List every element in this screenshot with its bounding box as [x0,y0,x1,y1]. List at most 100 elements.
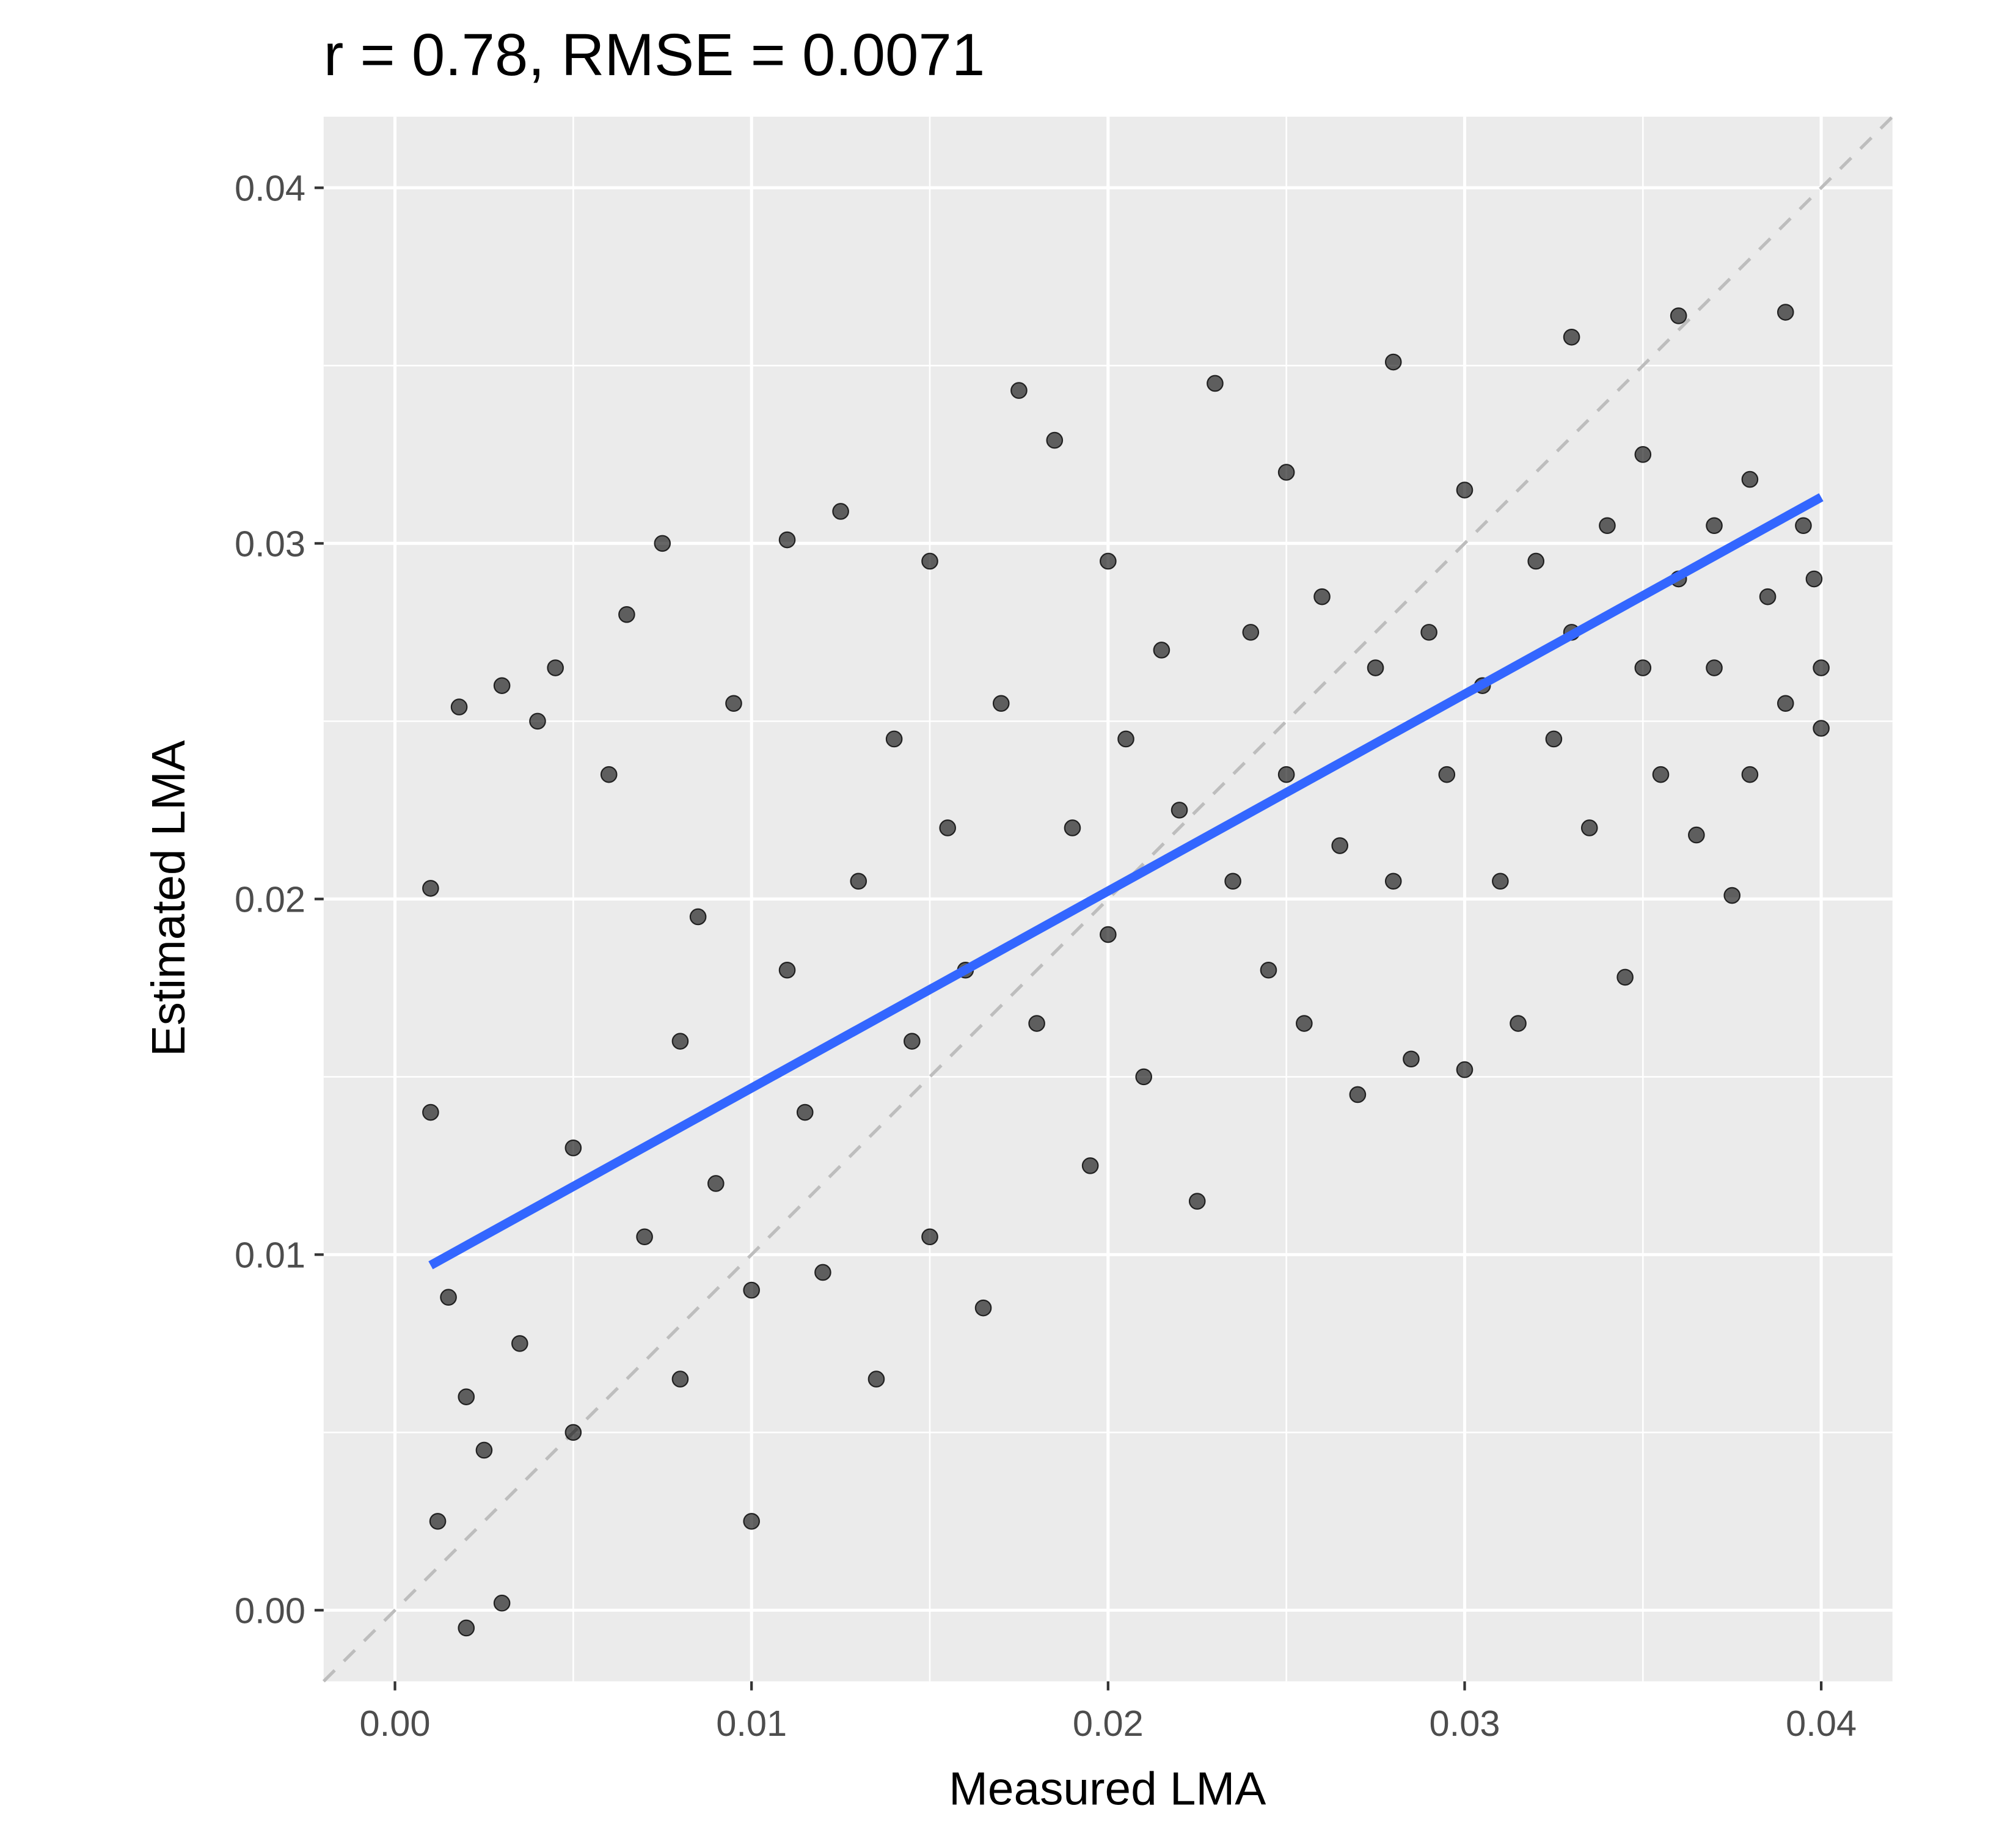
y-tick-label: 0.03 [235,524,305,565]
point [1492,873,1509,890]
point [1805,570,1823,588]
point [1670,307,1687,324]
x-tick-label: 0.02 [1073,1703,1144,1744]
point [1135,1068,1153,1086]
point [1188,1193,1206,1210]
point [1438,766,1456,783]
x-tick-label: 0.00 [360,1703,431,1744]
point [778,531,796,549]
point [974,1299,992,1317]
point [1510,1015,1527,1032]
point [743,1513,761,1530]
fit-line [428,493,1824,1270]
point [1331,837,1349,854]
point [1527,552,1545,570]
point [1456,481,1474,499]
point [1171,802,1188,819]
point [654,535,671,552]
point [1741,470,1759,488]
point [1545,730,1563,748]
point [1349,1086,1367,1103]
point [422,1103,439,1121]
point [1224,873,1241,890]
point [1153,642,1171,659]
point [458,1388,475,1405]
point [422,880,439,897]
point [1260,961,1277,979]
point [564,1424,582,1441]
point [671,1370,689,1388]
point [450,698,468,715]
point [743,1281,761,1299]
point [1384,353,1402,371]
point [1296,1015,1313,1032]
point [1010,382,1028,399]
point [689,908,707,926]
point [1064,819,1081,836]
point [1384,873,1402,890]
y-tick-label: 0.01 [235,1235,305,1276]
point [1741,766,1759,783]
point [458,1619,475,1637]
point [1813,659,1830,676]
point [1277,766,1295,783]
point [429,1513,447,1530]
y-tick-label: 0.02 [235,879,305,920]
point [1723,887,1741,904]
point [1795,517,1812,535]
point [1456,1061,1474,1078]
point [1117,730,1134,748]
point [1100,552,1117,570]
point [814,1264,831,1281]
point [1777,304,1794,321]
point [921,1228,938,1246]
point [1028,1015,1045,1032]
point [1563,328,1580,346]
point [832,503,849,520]
point [1706,659,1723,676]
point [725,695,742,712]
point [547,659,564,676]
point [1777,695,1794,712]
point [1706,517,1723,535]
point [493,1594,511,1612]
point [564,1139,582,1157]
point [1616,968,1634,986]
point [1634,446,1652,463]
point [992,695,1010,712]
point [1813,720,1830,737]
point [1081,1157,1099,1174]
point [867,1370,885,1388]
point [636,1228,653,1246]
point [493,677,511,694]
point [778,961,796,979]
chart-title: r = 0.78, RMSE = 0.0071 [324,21,985,88]
point [440,1289,457,1306]
point [1367,659,1384,676]
point [511,1335,528,1352]
point [1313,588,1331,606]
point [1242,624,1260,641]
point [1634,659,1652,676]
point [707,1175,725,1192]
point [939,819,957,836]
point [796,1103,814,1121]
y-axis-label: Estimated LMA [143,740,195,1056]
point [529,712,546,730]
x-tick-label: 0.03 [1430,1703,1500,1744]
point [1420,624,1437,641]
point [1580,819,1598,836]
point [1759,588,1777,606]
point [618,606,635,623]
point [850,873,867,890]
point [903,1033,921,1050]
y-tick-label: 0.00 [235,1590,305,1631]
x-tick-label: 0.04 [1786,1703,1857,1744]
point [1207,375,1224,392]
point [475,1441,493,1459]
x-axis-label: Measured LMA [949,1763,1266,1815]
point [600,766,618,783]
point [1277,464,1295,481]
